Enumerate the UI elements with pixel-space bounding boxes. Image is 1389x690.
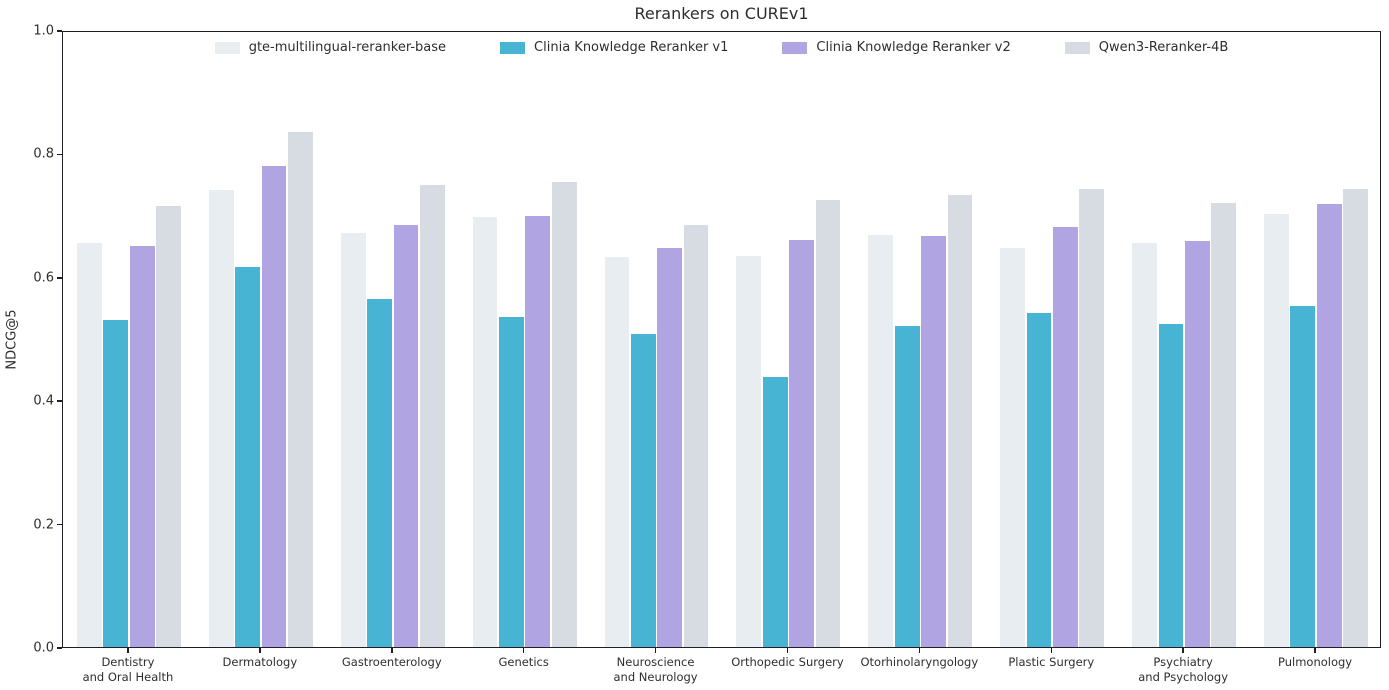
bar [1264, 214, 1289, 647]
bar [894, 326, 920, 647]
bar [235, 267, 261, 647]
legend-item: Qwen3-Reranker-4B [1064, 40, 1229, 55]
legend: gte-multilingual-reranker-base Clinia Kno… [62, 40, 1381, 55]
legend-item: Clinia Knowledge Reranker v2 [782, 40, 1011, 55]
legend-swatch-icon [1064, 41, 1090, 54]
y-tick-label: 0.4 [33, 393, 54, 409]
bar [340, 233, 366, 647]
bar [1158, 324, 1184, 647]
bar [604, 257, 630, 647]
y-tick-mark [57, 400, 62, 402]
y-tick-mark [57, 523, 62, 526]
bar [947, 194, 973, 647]
bar [129, 246, 155, 647]
x-tick-label: Dermatology [222, 655, 298, 669]
x-tick-mark [522, 648, 525, 653]
y-tick-label: 0.2 [33, 517, 54, 533]
legend-swatch-icon [500, 41, 526, 54]
y-tick-label: 0.8 [33, 146, 54, 162]
bar [630, 334, 656, 647]
bar [1343, 189, 1368, 647]
x-tick-label: Genetics [498, 655, 549, 669]
bar [657, 248, 683, 647]
bar [1053, 227, 1078, 647]
x-tick-mark [918, 648, 921, 653]
bar [393, 225, 419, 647]
bar [208, 190, 234, 647]
legend-item: gte-multilingual-reranker-base [214, 40, 447, 55]
bar [1184, 241, 1210, 647]
chart-title: Rerankers on CUREv1 [634, 4, 809, 23]
x-tick-mark [1314, 648, 1316, 653]
y-axis-label: NDCG@5 [4, 309, 20, 370]
bar [815, 199, 841, 647]
x-tick-label: Neuroscience and Neurology [613, 655, 698, 684]
x-tick-mark [127, 648, 129, 653]
bar [762, 377, 788, 647]
y-tick-label: 1.0 [33, 23, 54, 39]
x-tick-label: Gastroenterology [341, 655, 442, 669]
bar [419, 185, 445, 647]
bar [1000, 247, 1026, 647]
legend-swatch-icon [214, 41, 240, 54]
x-tick-label: Dentistry and Oral Health [82, 655, 174, 684]
bar [1026, 313, 1052, 647]
y-tick-label: 0.0 [33, 640, 54, 656]
y-tick-mark [57, 30, 62, 32]
y-tick-mark [57, 153, 62, 156]
legend-label: gte-multilingual-reranker-base [248, 40, 447, 55]
bar [683, 225, 709, 647]
x-tick-label: Otorhinolaryngology [860, 655, 979, 669]
bar [288, 132, 313, 647]
bar [367, 299, 392, 647]
bar [789, 239, 815, 647]
x-tick-mark [1182, 648, 1184, 653]
bar [1132, 243, 1157, 647]
x-tick-mark [786, 648, 789, 653]
legend-label: Clinia Knowledge Reranker v1 [534, 40, 729, 55]
bar [525, 215, 551, 647]
y-tick-mark [57, 277, 62, 279]
bar [261, 166, 287, 647]
legend-item: Clinia Knowledge Reranker v1 [500, 40, 728, 55]
legend-label: Qwen3-Reranker-4B [1098, 40, 1229, 55]
bar [156, 206, 181, 647]
bar [103, 319, 129, 647]
bar [472, 217, 498, 647]
plot-area [62, 31, 1381, 648]
bar [76, 243, 102, 647]
bar [1211, 203, 1237, 647]
x-tick-label: Orthopedic Surgery [731, 655, 844, 669]
bar [499, 317, 524, 647]
bar [1316, 204, 1342, 647]
bar [1079, 189, 1105, 647]
y-tick-mark [57, 647, 62, 649]
bar [736, 256, 762, 647]
bar [921, 236, 946, 647]
bar [1290, 306, 1316, 647]
y-tick-label: 0.6 [33, 270, 54, 286]
bar [551, 182, 577, 647]
x-tick-mark [259, 648, 261, 653]
x-tick-mark [1050, 648, 1052, 653]
x-tick-label: Psychiatry and Psychology [1138, 655, 1229, 684]
x-tick-mark [654, 648, 657, 653]
legend-swatch-icon [782, 41, 808, 54]
x-tick-label: Pulmonology [1277, 655, 1353, 669]
x-tick-mark [391, 648, 393, 653]
x-tick-label: Plastic Surgery [1008, 655, 1095, 669]
bar [868, 234, 894, 647]
legend-label: Clinia Knowledge Reranker v2 [816, 40, 1011, 55]
